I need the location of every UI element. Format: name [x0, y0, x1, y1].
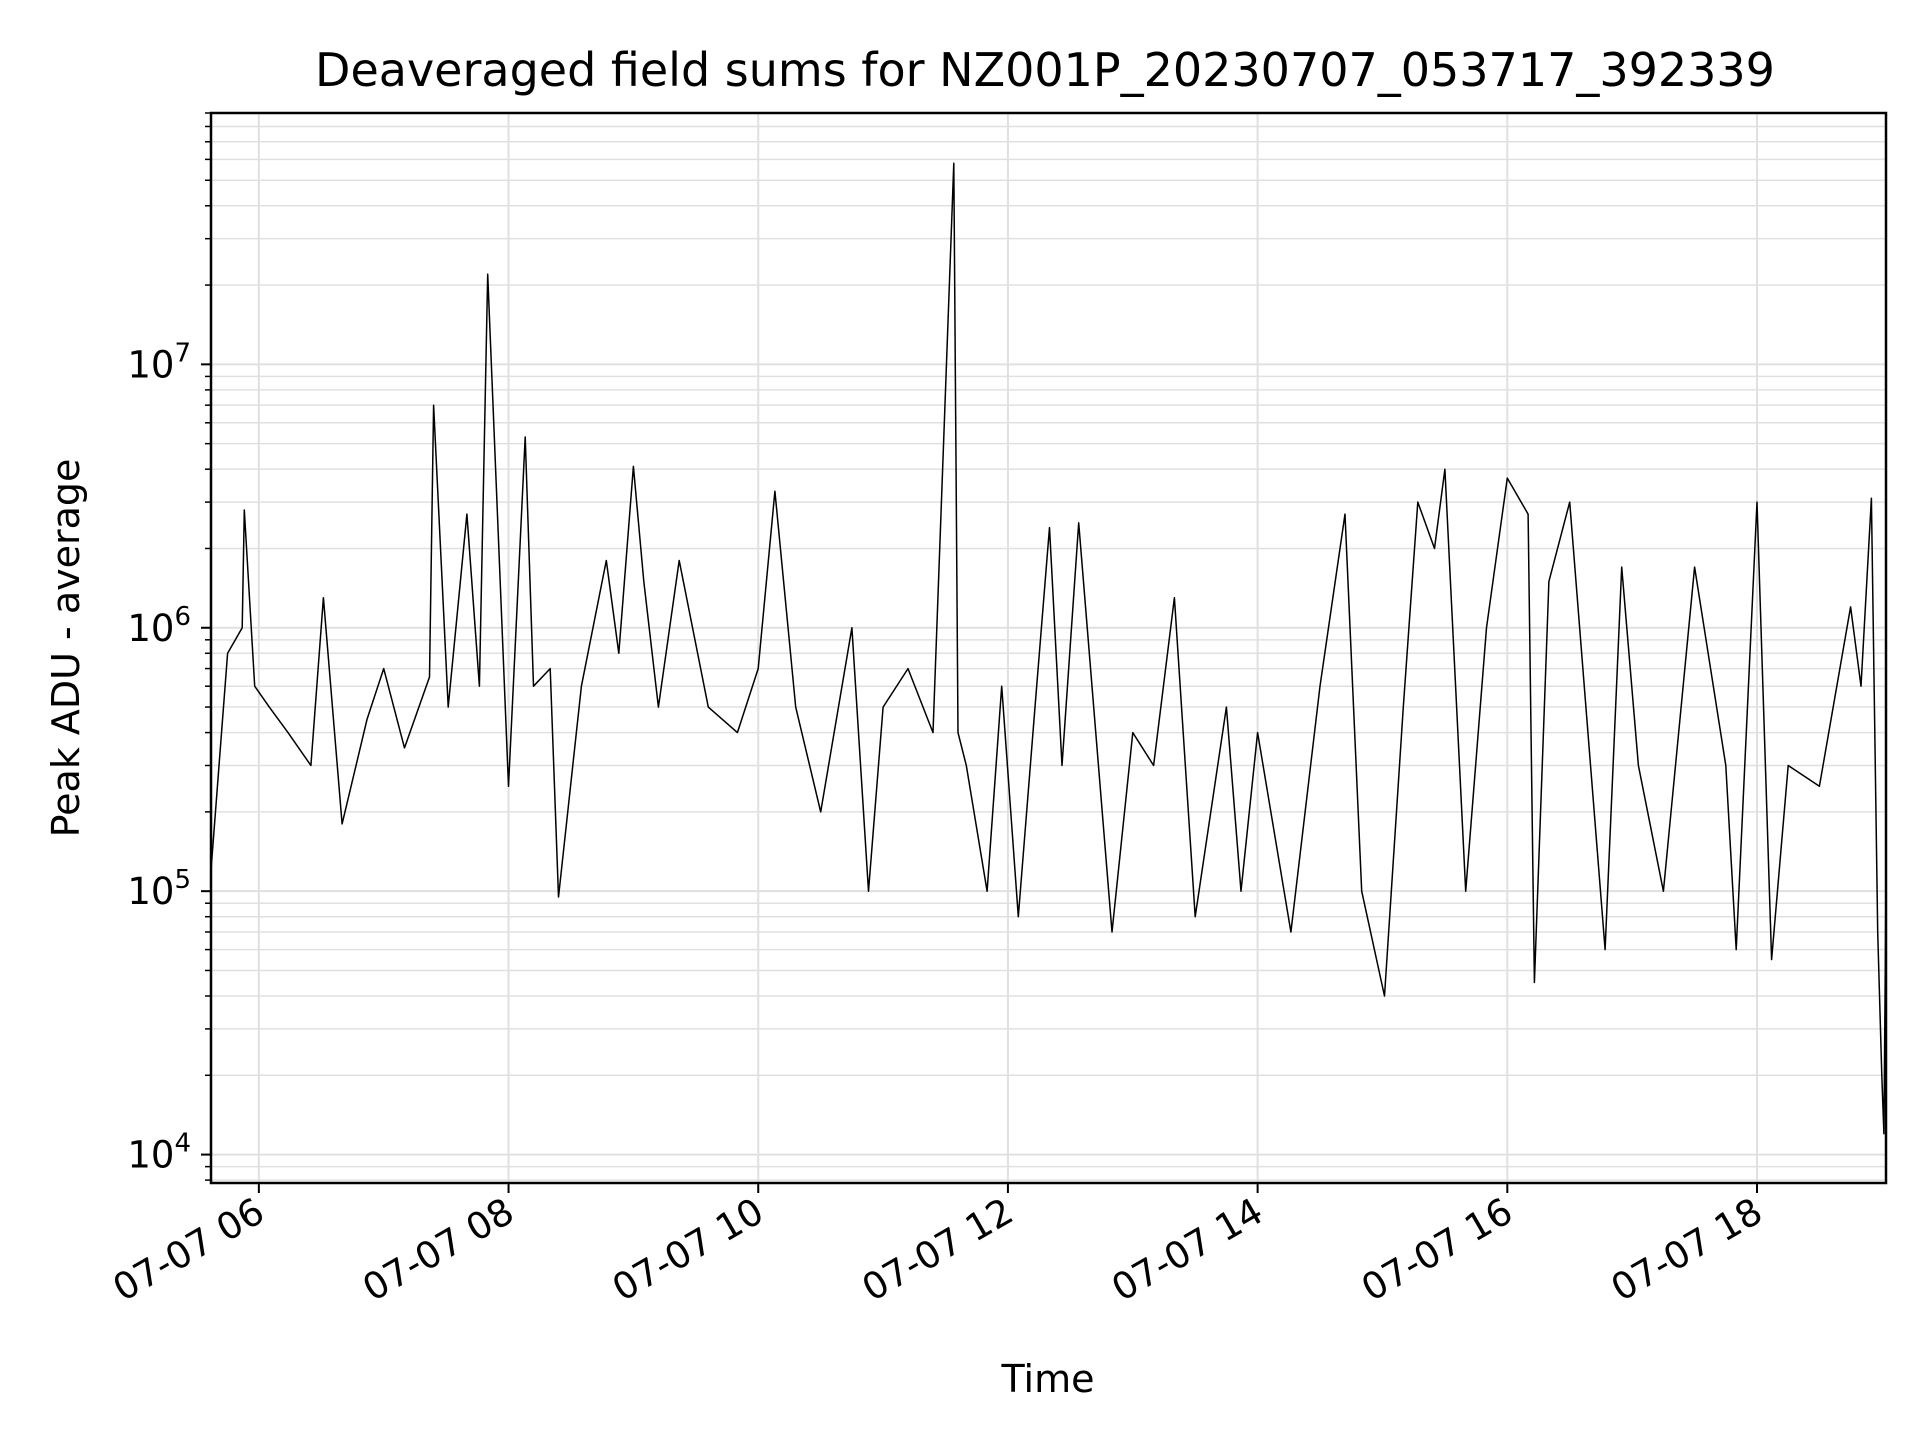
chart-title: Deaveraged field sums for NZ001P_2023070… [315, 43, 1775, 97]
grid [211, 112, 1886, 1183]
y-tick-label: 106 [127, 602, 191, 650]
y-tick-label: 105 [127, 865, 191, 913]
y-tick-label: 104 [127, 1129, 191, 1177]
y-tick-label: 107 [127, 338, 191, 386]
series-line [210, 162, 1887, 1135]
x-axis-label: Time [1001, 1357, 1095, 1401]
y-axis-label: Peak ADU - average [44, 459, 88, 838]
plot-frame [209, 111, 1888, 1185]
